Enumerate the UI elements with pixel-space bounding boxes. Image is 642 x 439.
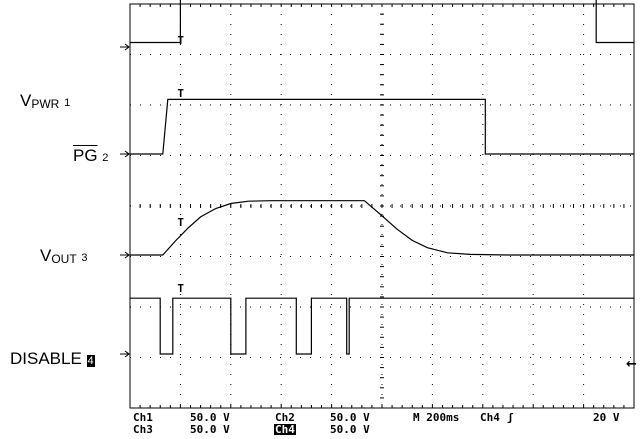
label-vout: VOUT 3 <box>40 246 88 266</box>
readout-ch3: Ch3 <box>133 423 153 436</box>
trace-ch2 <box>130 98 634 155</box>
trigger-point-ch2: T <box>177 87 184 100</box>
readout-timebase: M 200ms <box>413 411 460 424</box>
trigger-point-ch4: T <box>177 282 184 295</box>
readout-ch1: Ch1 <box>133 411 153 424</box>
trace-ch4 <box>130 297 634 355</box>
ground-marker-ch3 <box>120 251 130 259</box>
ground-marker-ch4 <box>120 350 130 358</box>
label-disable: DISABLE 4 <box>10 349 95 368</box>
trigger-markers: T T T T ← <box>177 34 637 372</box>
label-pg: PG 2 <box>73 146 109 165</box>
readout-trigger-slope: ʃ <box>507 411 514 424</box>
readout-ch4: Ch4 <box>274 423 296 436</box>
readout-trigger-level: 20 V <box>593 411 620 424</box>
readout-ch2-scale: 50.0 V <box>330 411 370 424</box>
readout-ch1-scale: 50.0 V <box>190 411 230 424</box>
graticule <box>129 3 635 409</box>
waveform-traces <box>120 0 634 358</box>
trigger-point-ch1: T <box>177 34 184 47</box>
trace-ch1 <box>130 0 634 44</box>
trace-ch3 <box>130 200 634 256</box>
trigger-point-ch3: T <box>177 216 184 229</box>
readout-trigger-source: Ch4 <box>480 411 500 424</box>
label-vpwr: VPWR 1 <box>20 91 71 111</box>
ground-marker-ch1 <box>120 43 130 51</box>
readout-ch4-scale: 50.0 V <box>330 423 370 436</box>
trigger-level-arrow: ← <box>626 357 637 372</box>
readout-ch3-scale: 50.0 V <box>190 423 230 436</box>
readout-ch2: Ch2 <box>275 411 295 424</box>
ground-marker-ch2 <box>120 150 130 158</box>
